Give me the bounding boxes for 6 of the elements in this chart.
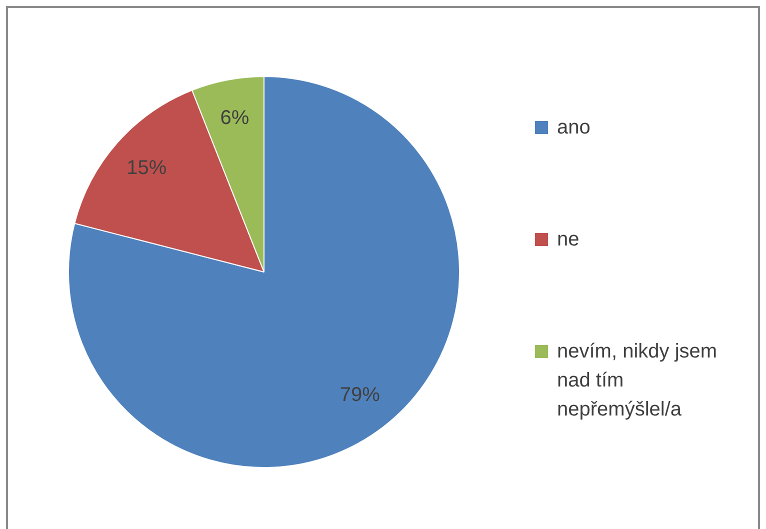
legend-label: nevím, nikdy jsem nad tím nepřemýšlel/a	[557, 340, 718, 421]
legend-label: ano	[557, 116, 590, 139]
data-label: 6%	[220, 106, 250, 129]
legend-label: ne	[557, 228, 580, 251]
data-label: 15%	[126, 157, 167, 180]
data-label: 79%	[340, 384, 380, 406]
